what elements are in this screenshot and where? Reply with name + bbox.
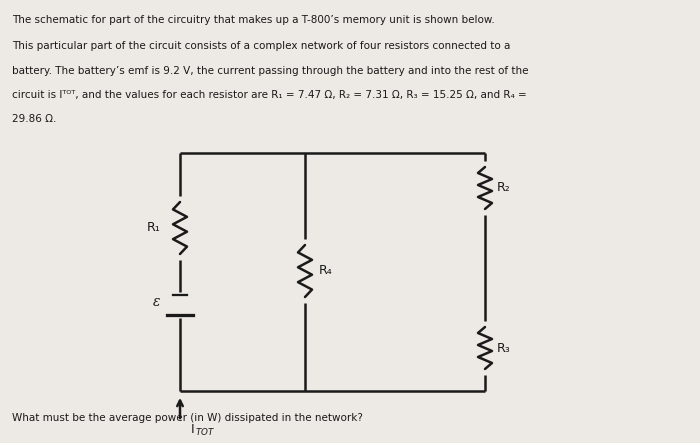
Text: What must be the average power (in W) dissipated in the network?: What must be the average power (in W) di… bbox=[12, 413, 363, 423]
Text: R₄: R₄ bbox=[319, 264, 332, 277]
Text: R₁: R₁ bbox=[146, 222, 160, 234]
Text: 29.86 Ω.: 29.86 Ω. bbox=[12, 114, 57, 124]
Text: circuit is Iᵀᴼᵀ, and the values for each resistor are R₁ = 7.47 Ω, R₂ = 7.31 Ω, : circuit is Iᵀᴼᵀ, and the values for each… bbox=[12, 90, 526, 100]
Text: R₂: R₂ bbox=[497, 182, 511, 194]
Text: battery. The battery’s emf is 9.2 V, the current passing through the battery and: battery. The battery’s emf is 9.2 V, the… bbox=[12, 66, 528, 75]
Text: R₃: R₃ bbox=[497, 342, 511, 354]
Text: I$_{\,TOT}$: I$_{\,TOT}$ bbox=[190, 423, 216, 438]
Text: This particular part of the circuit consists of a complex network of four resist: This particular part of the circuit cons… bbox=[12, 41, 510, 51]
Text: The schematic for part of the circuitry that makes up a T-800’s memory unit is s: The schematic for part of the circuitry … bbox=[12, 15, 495, 25]
Text: ε: ε bbox=[153, 295, 160, 309]
